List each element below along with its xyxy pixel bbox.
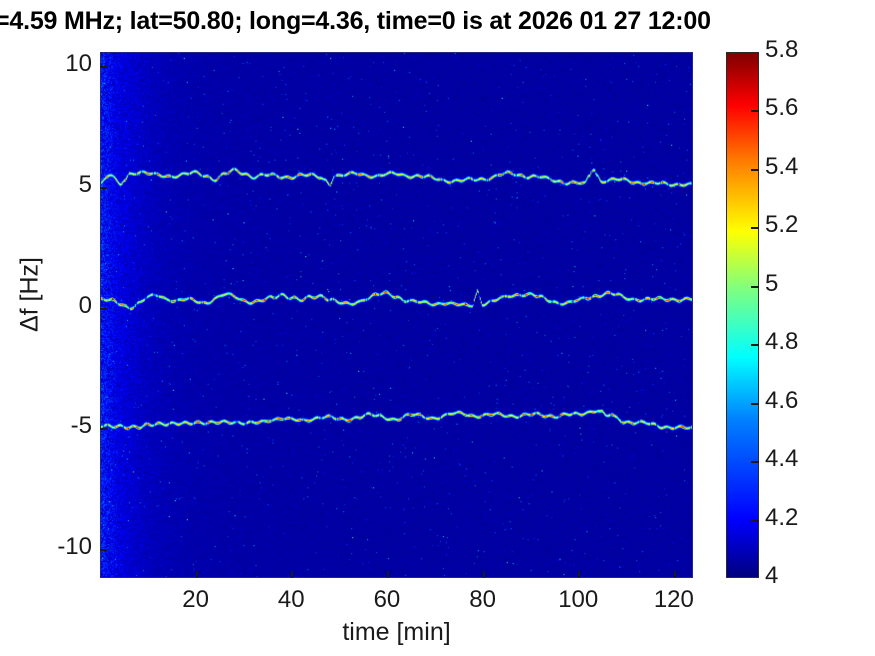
colorbar-tick-label: 5 <box>765 269 779 297</box>
y-tick-label: 10 <box>65 50 92 78</box>
x-tick-mark <box>578 571 581 578</box>
colorbar[interactable] <box>726 52 759 578</box>
y-tick-mark <box>100 549 107 552</box>
x-tick-label: 20 <box>182 586 209 613</box>
colorbar-tick-mark <box>751 461 759 464</box>
colorbar-tick-label: 4.2 <box>765 503 799 531</box>
y-tick-mark <box>100 307 107 310</box>
y-tick-mark <box>100 428 107 431</box>
colorbar-tick-label: 4.6 <box>765 386 799 414</box>
y-tick-label: -10 <box>57 533 92 561</box>
colorbar-tick-label: 5.2 <box>765 211 799 239</box>
y-tick-label: 0 <box>78 291 92 319</box>
x-tick-mark <box>195 571 198 578</box>
colorbar-tick-mark <box>751 227 759 230</box>
y-tick-mark <box>100 66 107 69</box>
colorbar-tick-label: 4.8 <box>765 328 799 356</box>
x-axis-label: time [min] <box>342 618 451 646</box>
colorbar-tick-mark <box>751 402 759 405</box>
colorbar-tick-label: 4.4 <box>765 445 799 473</box>
x-tick-mark <box>386 571 389 578</box>
x-tick-label: 40 <box>277 586 305 613</box>
x-tick-label: 100 <box>558 586 599 613</box>
colorbar-tick-label: 5.8 <box>765 36 799 63</box>
colorbar-tick-mark <box>751 110 759 113</box>
colorbar-tick-mark <box>751 168 759 171</box>
plot-axes[interactable] <box>100 52 693 578</box>
x-tick-label: 120 <box>653 586 694 613</box>
x-tick-mark <box>291 571 294 578</box>
spectrogram-canvas[interactable] <box>101 53 692 577</box>
x-tick-label: 60 <box>373 586 401 613</box>
x-tick-mark <box>482 571 485 578</box>
figure-title: =4.59 MHz; lat=50.80; long=4.36, time=0 … <box>0 7 711 35</box>
y-tick-label: -5 <box>70 412 92 440</box>
colorbar-tick-mark <box>751 344 759 347</box>
colorbar-tick-label: 5.4 <box>765 152 799 180</box>
x-tick-mark <box>673 571 676 578</box>
y-tick-mark <box>100 187 107 190</box>
y-tick-label: 5 <box>78 171 92 199</box>
colorbar-tick-label: 4 <box>765 562 779 589</box>
colorbar-tick-mark <box>751 519 759 522</box>
x-tick-label: 80 <box>469 586 496 613</box>
y-axis-label: Δf [Hz] <box>15 256 44 333</box>
colorbar-tick-mark <box>751 285 759 288</box>
colorbar-tick-label: 5.6 <box>765 94 799 122</box>
